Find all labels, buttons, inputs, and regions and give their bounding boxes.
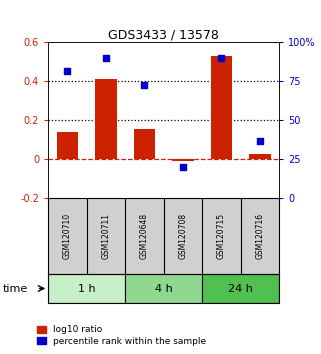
Title: GDS3433 / 13578: GDS3433 / 13578 [108, 28, 219, 41]
Bar [249, 154, 271, 159]
Text: 4 h: 4 h [155, 284, 173, 293]
Text: GSM120711: GSM120711 [101, 213, 110, 259]
Text: time: time [3, 284, 29, 293]
Bar [202, 274, 279, 303]
Bar [211, 56, 232, 159]
Text: 24 h: 24 h [228, 284, 253, 293]
Bar [48, 274, 125, 303]
Text: GSM120708: GSM120708 [178, 213, 187, 259]
Point [142, 82, 147, 87]
Point [257, 138, 263, 143]
Point [219, 55, 224, 61]
Bar [172, 159, 194, 161]
Legend: log10 ratio, percentile rank within the sample: log10 ratio, percentile rank within the … [37, 325, 206, 346]
Point [103, 55, 108, 61]
Bar [125, 274, 202, 303]
Bar [57, 132, 78, 159]
Text: 1 h: 1 h [78, 284, 95, 293]
Text: GSM120715: GSM120715 [217, 213, 226, 259]
Bar [95, 80, 117, 159]
Point [65, 68, 70, 73]
Bar [134, 129, 155, 159]
Text: GSM120716: GSM120716 [256, 213, 265, 259]
Text: GSM120710: GSM120710 [63, 213, 72, 259]
Text: GSM120648: GSM120648 [140, 213, 149, 259]
Point [180, 164, 186, 170]
